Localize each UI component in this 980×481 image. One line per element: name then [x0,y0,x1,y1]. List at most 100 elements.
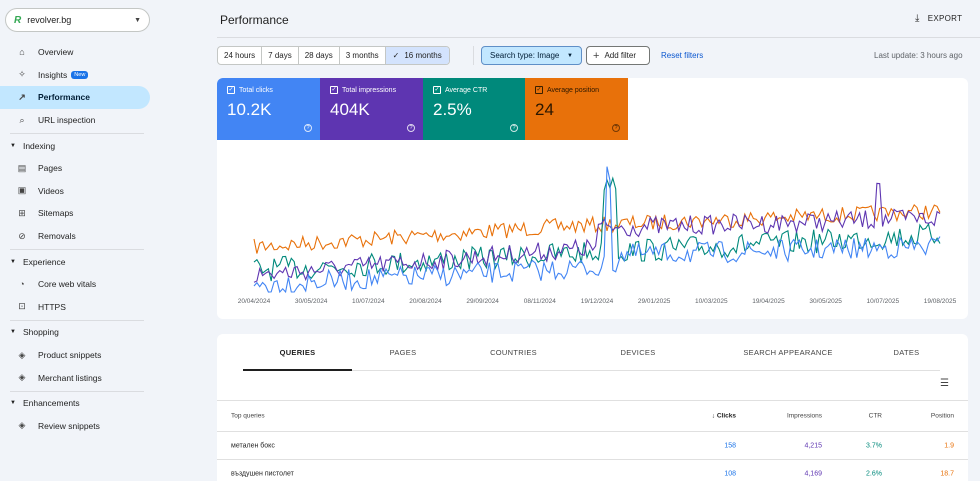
sidebar-item-core-web-vitals[interactable]: ◔ Core web vitals [0,273,150,296]
sidebar-item-videos[interactable]: ▣ Videos [0,180,150,203]
header-impressions[interactable]: Impressions [786,412,822,420]
metric-label-row: ✓ Average CTR [433,86,516,94]
header-ctr[interactable]: CTR [868,412,882,420]
video-icon: ▣ [17,185,27,196]
diamond-icon: ◈ [18,372,26,383]
sidebar-item-insights[interactable]: ✧ Insights New [0,64,150,87]
sidebar: R revolver.bg ▼ ⌂ Overview ✧ Insights New ↗ Pe… [0,0,160,481]
metric-label: Average position [547,86,600,94]
search-icon: ⌕ [19,114,25,125]
series-line-average-ctr [253,176,941,282]
tab-queries[interactable]: QUERIES [243,334,352,371]
sidebar-section-experience[interactable]: ▼ Experience [0,250,160,273]
metric-label: Total impressions [342,86,397,94]
date-range-label: 7 days [268,51,292,60]
expand-triangle-icon: ▼ [10,142,16,149]
sidebar-item-merchant-listings[interactable]: ◈ Merchant listings [0,366,150,389]
help-icon[interactable]: ? [407,124,415,132]
sidebar-section-indexing[interactable]: ▼ Indexing [0,134,160,157]
new-badge: New [71,70,89,79]
sidebar-item-label: Pages [38,163,63,174]
removal-icon: ⊘ [18,230,26,241]
series-line-total-impressions [253,182,941,283]
sidebar-item-review-snippets[interactable]: ◈ Review snippets [0,415,150,438]
checkbox-checked-icon[interactable]: ✓ [535,86,543,94]
sidebar-item-label: Core web vitals [38,279,97,290]
performance-table-card: QUERIES PAGES COUNTRIES DEVICES SEARCH APPEA… [217,334,968,481]
page-title: Performance [220,13,289,27]
x-tick-label: 10/03/2025 [695,298,728,305]
last-update-text: Last update: 3 hours ago [874,51,963,60]
help-icon[interactable]: ? [510,124,518,132]
checkbox-checked-icon[interactable]: ✓ [330,86,338,94]
sidebar-section-title: Indexing [22,140,56,151]
date-range-group: 24 hours 7 days 28 days 3 months ✓ 16 months [217,46,450,65]
search-console-logo-icon: R [14,14,22,26]
cell-query: метален бокс [231,442,275,449]
sidebar-section-enhancements[interactable]: ▼ Enhancements [0,392,160,415]
metric-card-impr[interactable]: ✓ Total impressions 404K? [320,78,423,140]
cell-impressions: 4,169 [804,470,822,477]
sitemap-icon: ⊞ [18,207,26,218]
reset-filters-link[interactable]: Reset filters [661,51,704,60]
date-range-16-months[interactable]: ✓ 16 months [385,47,449,64]
add-filter-label: Add filter [604,51,637,60]
diamond-icon: ◈ [18,349,26,360]
metric-card-clicks[interactable]: ✓ Total clicks 10.2K? [217,78,320,140]
help-icon[interactable]: ? [612,124,620,132]
sidebar-item-removals[interactable]: ⊘ Removals [0,225,150,248]
header-clicks[interactable]: ↓ Clicks [712,413,736,420]
tab-countries[interactable]: COUNTRIES [490,347,537,357]
search-type-filter[interactable]: Search type: Image ▼ [481,46,582,65]
sidebar-item-https[interactable]: ⊡ HTTPS [0,296,150,319]
date-range-28-days[interactable]: 28 days [299,47,340,64]
add-filter-button[interactable]: + Add filter [586,46,650,65]
cell-clicks: 108 [724,470,736,477]
table-row[interactable]: метален бокс 158 4,215 3.7% 1.9 [217,432,968,460]
tab-pages[interactable]: PAGES [389,347,417,357]
date-range-label: 24 hours [224,51,256,60]
performance-chart: 20/04/2024 30/05/2024 10/07/2024 20/08/2024… [238,166,957,305]
sidebar-item-product-snippets[interactable]: ◈ Product snippets [0,344,150,367]
x-tick-label: 29/09/2024 [466,298,499,305]
table-row[interactable]: въздушен пистолет 108 4,169 2.6% 18.7 [217,460,968,481]
sidebar-item-url-inspection[interactable]: ⌕ URL inspection [0,109,150,132]
sidebar-section-shopping[interactable]: ▼ Shopping [0,321,160,344]
property-selector[interactable]: R revolver.bg ▼ [5,8,150,32]
filter-divider [473,46,474,65]
plus-icon: + [593,49,600,62]
cell-impressions: 4,215 [804,442,822,449]
checkbox-checked-icon[interactable]: ✓ [227,86,235,94]
lightbulb-icon: ✧ [18,69,26,80]
table-header: Top queries ↓ Clicks Impressions CTR Pos… [217,400,968,432]
header-position[interactable]: Position [930,412,954,420]
sidebar-item-label: Sitemaps [38,208,74,219]
sidebar-item-overview[interactable]: ⌂ Overview [0,41,150,64]
sidebar-item-performance[interactable]: ↗ Performance [0,86,150,109]
metric-label: Total clicks [239,86,273,94]
metric-label-row: ✓ Total impressions [330,86,413,94]
date-range-24-hours[interactable]: 24 hours [218,47,263,64]
export-button[interactable]: ⤓ EXPORT [915,13,962,24]
x-tick-label: 20/08/2024 [409,298,442,305]
sidebar-divider [10,320,144,322]
metric-card-ctr[interactable]: ✓ Average CTR 2.5%? [423,78,526,140]
x-tick-label: 30/05/2024 [295,298,328,305]
tab-dates[interactable]: DATES [893,347,920,357]
tab-search-appearance[interactable]: SEARCH APPEARANCE [743,347,833,357]
cell-ctr: 2.6% [866,470,882,477]
sidebar-item-pages[interactable]: ▤ Pages [0,157,150,180]
sidebar-item-label: Videos [38,185,64,196]
chevron-down-icon: ▼ [134,16,141,24]
date-range-7-days[interactable]: 7 days [262,47,299,64]
x-tick-label: 19/04/2025 [752,298,785,305]
sidebar-item-sitemaps[interactable]: ⊞ Sitemaps [0,202,150,225]
x-tick-label: 19/12/2024 [581,298,614,305]
help-icon[interactable]: ? [304,124,312,132]
tab-devices[interactable]: DEVICES [620,347,656,357]
date-range-3-months[interactable]: 3 months [340,47,386,64]
filter-rows-icon[interactable]: ☰ [940,378,949,389]
checkbox-checked-icon[interactable]: ✓ [433,86,441,94]
sort-arrow-icon: ↓ [711,412,717,420]
metric-card-pos[interactable]: ✓ Average position 24? [525,78,628,140]
